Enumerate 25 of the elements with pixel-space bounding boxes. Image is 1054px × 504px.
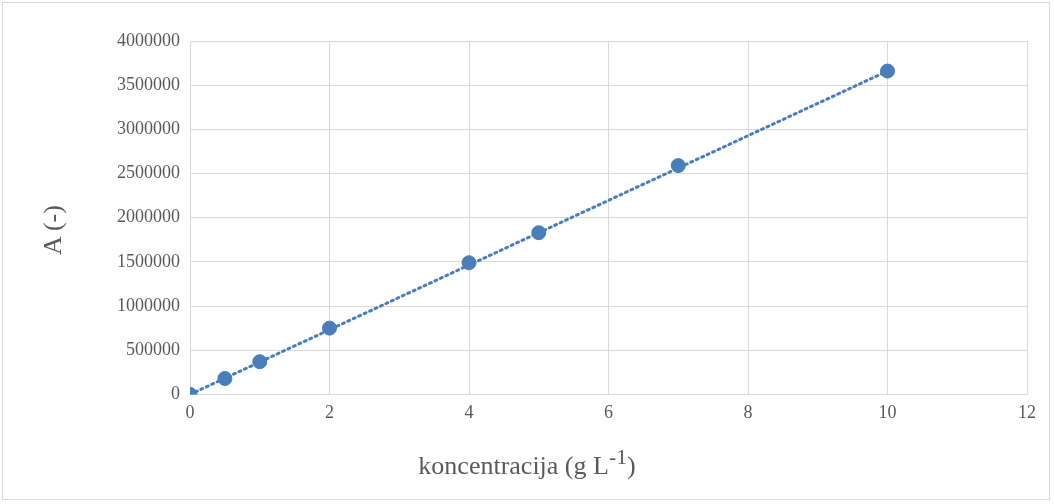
y-tick-label: 3500000 (117, 73, 180, 94)
x-tick-label: 10 (878, 401, 897, 422)
point (252, 354, 268, 370)
y-tick-label: 2500000 (117, 162, 180, 183)
y-tick-label: 1500000 (117, 250, 180, 271)
point (880, 63, 895, 79)
x-tick-label: 8 (743, 401, 753, 422)
y-tick-label: 4000000 (117, 29, 180, 50)
y-tick-label: 0 (171, 383, 180, 404)
x-tick-label: 12 (1018, 401, 1036, 422)
point (217, 371, 233, 386)
y-tick-label: 500000 (126, 338, 180, 359)
y-tick-label: 3000000 (117, 118, 180, 139)
point (322, 320, 337, 336)
point (670, 158, 686, 174)
y-axis-title: A (-) (38, 204, 68, 257)
point (461, 255, 477, 271)
y-tick-label: 2000000 (117, 206, 180, 227)
point (531, 225, 547, 241)
x-tick-label: 0 (185, 401, 195, 422)
x-tick-label: 2 (325, 401, 334, 422)
x-axis-title: koncentracija (g L$^{-1}$) (417, 445, 637, 481)
x-tick-label: 4 (464, 401, 474, 422)
x-tick-label: 6 (604, 401, 613, 422)
y-tick-label: 1000000 (117, 294, 180, 315)
